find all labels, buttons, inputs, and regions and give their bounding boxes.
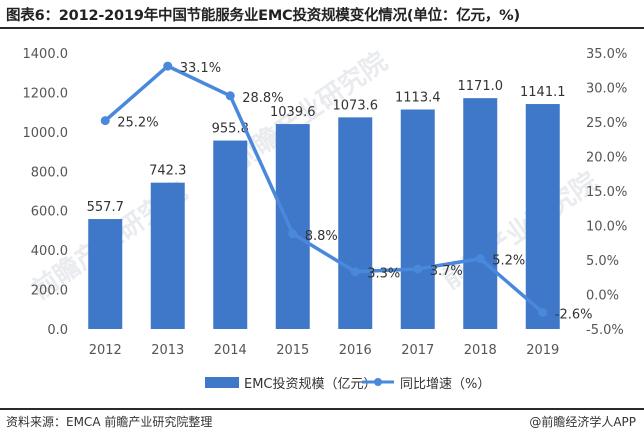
growth-point	[100, 116, 110, 126]
bar-value-label: 1113.4	[395, 91, 441, 106]
bar	[150, 182, 185, 329]
x-tick-label: 2019	[526, 343, 559, 358]
growth-value-label: 3.3%	[367, 267, 400, 282]
left-tick-label: 1200.0	[23, 86, 69, 101]
growth-value-label: -2.6%	[555, 307, 593, 322]
bar	[463, 98, 498, 329]
line-layer	[100, 61, 548, 317]
bar	[275, 124, 310, 329]
growth-line	[104, 64, 544, 314]
source-note: 资料来源：EMCA 前瞻产业研究院整理	[6, 415, 213, 429]
growth-value-label: 25.2%	[117, 116, 158, 131]
bar	[525, 104, 560, 329]
growth-point	[288, 229, 298, 239]
left-tick-label: 800.0	[31, 165, 68, 180]
title-divider	[0, 27, 644, 29]
source-divider	[0, 408, 644, 410]
chart: 前瞻产业研究院 前瞻产业研究院 前瞻产业研究院 557.7742.3955.81…	[23, 46, 628, 392]
bar-value-label: 1171.0	[458, 79, 504, 94]
right-tick-label: 25.0%	[586, 116, 627, 131]
left-tick-label: 1000.0	[23, 126, 69, 141]
bar	[213, 140, 248, 329]
growth-value-label: 33.1%	[180, 61, 221, 76]
right-tick-label: 10.0%	[586, 220, 627, 235]
bar-value-label: 955.8	[212, 122, 249, 137]
growth-point	[413, 264, 423, 274]
line-labels-layer: 25.2% 33.1% 28.8% 8.8% 3.3% 3.7% 5.2% -2.6%	[117, 61, 592, 322]
x-tick-label: 2012	[89, 343, 122, 358]
x-tick-label: 2014	[214, 343, 247, 358]
x-tick-label: 2017	[401, 343, 434, 358]
left-tick-label: 1400.0	[23, 47, 69, 62]
left-tick-label: 600.0	[31, 205, 68, 220]
growth-point	[538, 307, 548, 317]
right-tick-label: 20.0%	[586, 151, 627, 166]
right-tick-label: 30.0%	[586, 82, 627, 97]
growth-value-label: 5.2%	[492, 254, 525, 269]
x-tick-label: 2013	[151, 343, 184, 358]
right-tick-label: -5.0%	[586, 323, 624, 338]
legend-line-marker	[374, 378, 382, 386]
left-tick-label: 0.0	[47, 323, 68, 338]
bar-value-label: 1073.6	[333, 98, 379, 113]
growth-point	[350, 267, 360, 277]
growth-point	[163, 61, 173, 71]
right-tick-label: 0.0%	[586, 289, 619, 304]
bar-value-label: 742.3	[149, 164, 186, 179]
bars-layer	[88, 98, 560, 329]
x-tick-label: 2015	[276, 343, 309, 358]
left-tick-label: 200.0	[31, 284, 68, 299]
right-axis: -5.0% 0.0% 5.0% 10.0% 15.0% 20.0% 25.0% 30.0% 35…	[586, 47, 627, 338]
legend-bar-label: EMC投资规模（亿元）	[244, 376, 377, 392]
right-tick-label: 5.0%	[586, 254, 619, 269]
growth-point	[475, 254, 485, 264]
bar-value-label: 557.7	[87, 200, 124, 215]
x-tick-label: 2018	[464, 343, 497, 358]
legend-bar-swatch	[205, 377, 239, 388]
x-tick-label: 2016	[339, 343, 372, 358]
bar-value-label: 1141.1	[520, 85, 566, 100]
x-axis: 2012 2013 2014 2015 2016 2017 2018 2019	[89, 343, 560, 358]
bar	[88, 219, 123, 329]
left-axis: 0.0 200.0 400.0 600.0 800.0 1000.0 1200.0 1400.…	[23, 47, 69, 338]
growth-value-label: 3.7%	[430, 264, 463, 279]
bar-value-label: 1039.6	[270, 105, 316, 120]
left-tick-label: 400.0	[31, 244, 68, 259]
growth-value-label: 28.8%	[242, 91, 283, 106]
right-tick-label: 35.0%	[586, 47, 627, 62]
legend-line-label: 同比增速（%）	[400, 377, 490, 392]
legend: EMC投资规模（亿元） 同比增速（%）	[205, 376, 490, 392]
chart-title: 图表6：2012-2019年中国节能服务业EMC投资规模变化情况(单位：亿元，%…	[6, 8, 520, 24]
right-tick-label: 15.0%	[586, 185, 627, 200]
bar	[400, 109, 435, 329]
growth-point	[225, 91, 235, 101]
bar-labels-layer: 557.7 742.3 955.8 1039.6 1073.6 1113.4 1171.0 1…	[87, 79, 566, 215]
growth-value-label: 8.8%	[305, 229, 338, 244]
bar	[338, 117, 373, 329]
credit-note: @前瞻经济学人APP	[529, 415, 636, 429]
